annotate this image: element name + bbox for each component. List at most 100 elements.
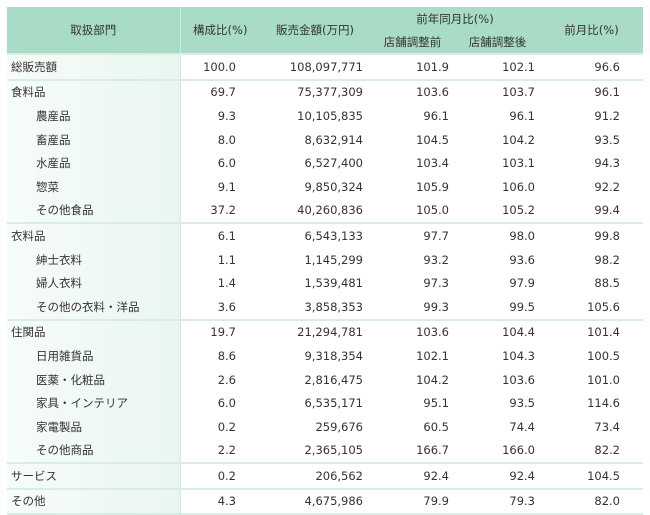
row-name: 日用雑貨品	[7, 344, 181, 368]
mom-cell: 91.2	[594, 108, 620, 123]
sales-cell: 75,377,309	[260, 78, 370, 105]
mom-cell: 96.6	[540, 53, 643, 80]
mom-cell: 100.5	[587, 348, 620, 363]
row-name: その他	[7, 487, 181, 515]
table-row: その他商品 2.2 2,365,105 166.7 166.0 82.2	[7, 438, 643, 464]
row-name: 総販売額	[7, 53, 181, 80]
sales-cell: 8,632,914	[304, 132, 363, 147]
mom-cell: 99.8	[540, 222, 643, 248]
row-name: 婦人衣料	[7, 271, 181, 295]
mom-cell: 96.1	[540, 78, 643, 105]
share-cell: 19.7	[180, 318, 260, 345]
table-row: 惣菜 9.1 9,850,324 105.9 106.0 92.2	[7, 174, 643, 199]
share-cell: 8.6	[217, 348, 236, 363]
sales-cell: 1,145,299	[304, 252, 363, 267]
sales-cell: 4,675,986	[260, 487, 370, 515]
header-dept: 取扱部門	[7, 7, 181, 54]
yoy-after-cell: 103.7	[455, 78, 540, 105]
mom-cell: 82.0	[540, 487, 643, 515]
yoy-before-cell: 97.7	[370, 222, 455, 248]
share-cell: 6.0	[217, 396, 236, 411]
share-cell: 1.1	[217, 252, 236, 267]
mom-cell: 82.2	[594, 443, 620, 458]
mom-cell: 101.0	[587, 372, 620, 387]
row-name: 農産品	[7, 104, 181, 128]
yoy-after-cell: 103.6	[502, 372, 535, 387]
sales-cell: 6,543,133	[260, 222, 370, 248]
table-row: その他 4.3 4,675,986 79.9 79.3 82.0	[7, 487, 643, 515]
yoy-after-cell: 92.4	[455, 462, 540, 489]
share-cell: 37.2	[210, 203, 236, 218]
row-name: 惣菜	[7, 174, 181, 199]
sales-cell: 2,816,475	[304, 372, 363, 387]
table-row: 日用雑貨品 8.6 9,318,354 102.1 104.3 100.5	[7, 344, 643, 368]
row-name: その他商品	[7, 438, 181, 464]
row-name: 衣料品	[7, 222, 181, 248]
yoy-before-cell: 93.2	[423, 252, 449, 267]
yoy-after-cell: 96.1	[509, 108, 535, 123]
header-mom: 前月比(%)	[540, 7, 643, 54]
yoy-before-cell: 96.1	[423, 108, 449, 123]
table-row: 衣料品 6.1 6,543,133 97.7 98.0 99.8	[7, 222, 643, 248]
sales-cell: 21,294,781	[260, 318, 370, 345]
header-yoy-after: 店舗調整後	[455, 30, 540, 54]
row-name: 水産品	[7, 151, 181, 175]
header-sales: 販売金額(万円)	[260, 7, 370, 54]
yoy-before-cell: 101.9	[370, 53, 455, 80]
share-cell: 9.3	[217, 108, 236, 123]
yoy-after-cell: 79.3	[455, 487, 540, 515]
yoy-before-cell: 104.5	[416, 132, 449, 147]
yoy-before-cell: 105.9	[416, 179, 449, 194]
sales-cell: 6,527,400	[304, 156, 363, 171]
yoy-before-cell: 92.4	[370, 462, 455, 489]
share-cell: 2.6	[217, 372, 236, 387]
yoy-after-cell: 74.4	[509, 419, 535, 434]
mom-cell: 92.2	[594, 179, 620, 194]
mom-cell: 114.6	[587, 396, 620, 411]
mom-cell: 104.5	[540, 462, 643, 489]
yoy-after-cell: 98.0	[455, 222, 540, 248]
share-cell: 1.4	[217, 276, 236, 291]
yoy-after-cell: 166.0	[502, 443, 535, 458]
mom-cell: 99.4	[594, 203, 620, 218]
mom-cell: 88.5	[594, 276, 620, 291]
table-row: 住関品 19.7 21,294,781 103.6 104.4 101.4	[7, 318, 643, 345]
header-share: 構成比(%)	[180, 7, 260, 54]
mom-cell: 105.6	[587, 299, 620, 314]
mom-cell: 98.2	[594, 252, 620, 267]
sales-table: 取扱部門 構成比(%) 販売金額(万円) 前年同月比(%) 前月比(%) 店舗調…	[7, 7, 643, 515]
mom-cell: 94.3	[594, 156, 620, 171]
table-row: その他の衣料・洋品 3.6 3,858,353 99.3 99.5 105.6	[7, 294, 643, 320]
share-cell: 8.0	[217, 132, 236, 147]
yoy-after-cell: 103.1	[502, 156, 535, 171]
row-name: 紳士衣料	[7, 247, 181, 272]
share-cell: 4.3	[180, 487, 260, 515]
yoy-before-cell: 103.6	[370, 318, 455, 345]
table-row: 婦人衣料 1.4 1,539,481 97.3 97.9 88.5	[7, 271, 643, 295]
yoy-after-cell: 104.2	[502, 132, 535, 147]
yoy-before-cell: 97.3	[423, 276, 449, 291]
share-cell: 69.7	[180, 78, 260, 105]
row-name: 家電製品	[7, 414, 181, 439]
table-row: 医薬・化粧品 2.6 2,816,475 104.2 103.6 101.0	[7, 367, 643, 392]
yoy-before-cell: 102.1	[416, 348, 449, 363]
yoy-before-cell: 104.2	[416, 372, 449, 387]
sales-cell: 6,535,171	[304, 396, 363, 411]
table-row: サービス 0.2 206,562 92.4 92.4 104.5	[7, 462, 643, 489]
yoy-before-cell: 103.4	[416, 156, 449, 171]
row-name: その他の衣料・洋品	[7, 294, 181, 320]
sales-cell: 259,676	[315, 419, 363, 434]
table-row: その他食品 37.2 40,260,836 105.0 105.2 99.4	[7, 198, 643, 224]
share-cell: 6.0	[217, 156, 236, 171]
row-name: サービス	[7, 462, 181, 489]
yoy-after-cell: 93.6	[509, 252, 535, 267]
row-name: 医薬・化粧品	[7, 367, 181, 392]
yoy-before-cell: 60.5	[423, 419, 449, 434]
yoy-after-cell: 102.1	[455, 53, 540, 80]
table-row: 総販売額 100.0 108,097,771 101.9 102.1 96.6	[7, 53, 643, 80]
yoy-before-cell: 105.0	[416, 203, 449, 218]
mom-cell: 93.5	[594, 132, 620, 147]
sales-cell: 1,539,481	[304, 276, 363, 291]
share-cell: 0.2	[217, 419, 236, 434]
share-cell: 6.1	[180, 222, 260, 248]
